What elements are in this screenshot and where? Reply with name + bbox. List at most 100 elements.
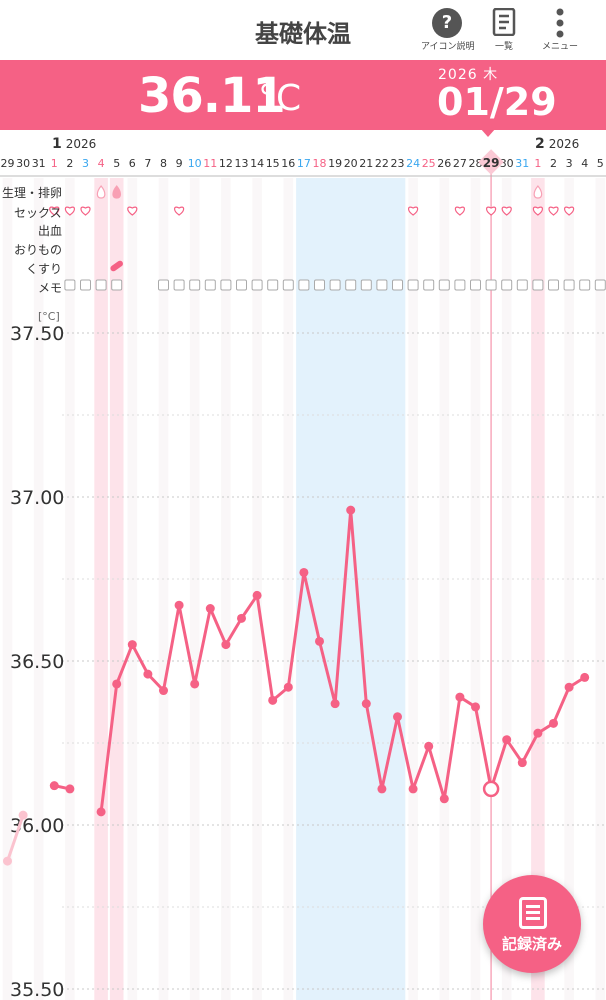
day-number: 31	[515, 157, 529, 170]
data-point	[408, 784, 418, 794]
heart-icon	[174, 206, 185, 216]
data-point	[143, 669, 153, 679]
memo-icon	[594, 279, 606, 291]
day-stripe	[189, 178, 200, 1000]
y-tick-label: 36.50	[10, 651, 64, 673]
memo-icon	[111, 279, 123, 291]
data-point	[268, 695, 278, 705]
day-number: 2	[550, 157, 557, 170]
menu-button[interactable]: メニュー	[534, 6, 586, 56]
ovulation-moon-icon	[333, 186, 340, 198]
temperature-line	[99, 508, 586, 813]
heart-icon	[127, 206, 138, 216]
memo-icon	[470, 279, 481, 291]
y-tick-label: 37.00	[10, 487, 64, 509]
day-number: 3	[566, 157, 573, 170]
memo-icon	[501, 279, 513, 291]
day-number: 14	[250, 157, 264, 170]
data-point	[3, 856, 12, 866]
record-button-label: 記録済み	[501, 935, 562, 953]
data-point	[377, 784, 387, 794]
help-icon: ?	[432, 8, 462, 38]
selected-date: 01/29	[437, 80, 557, 124]
data-point	[361, 699, 371, 709]
memo-icon	[485, 279, 497, 291]
heart-icon	[564, 206, 575, 216]
temperature-line	[6, 814, 25, 862]
memo-icon	[220, 279, 232, 291]
temperature-header: 36.11 °C 2026 木 01/29	[0, 60, 606, 130]
ovulation-band	[296, 178, 406, 1000]
list-button[interactable]: 一覧	[478, 6, 530, 56]
data-point	[283, 682, 293, 692]
day-stripe	[283, 178, 294, 1000]
data-point	[502, 735, 512, 745]
memo-icon	[454, 279, 466, 291]
record-button[interactable]: 記録済み	[483, 875, 581, 973]
data-point	[49, 781, 59, 791]
more-vertical-icon	[556, 8, 564, 38]
day-stripe	[65, 178, 75, 1000]
ovulation-moon-icon	[301, 186, 308, 198]
day-number: 10	[188, 157, 202, 170]
memo-icon	[236, 279, 247, 291]
data-point	[533, 728, 543, 738]
day-stripe	[96, 178, 106, 1000]
data-point	[127, 640, 137, 650]
day-number: 27	[453, 157, 467, 170]
period-drop-icon	[533, 185, 543, 199]
ovulation-moon-icon	[317, 186, 324, 198]
day-number: 2	[66, 157, 73, 170]
memo-icon	[189, 279, 201, 291]
memo-icon	[407, 279, 419, 291]
data-point	[517, 758, 527, 768]
day-number: 31	[32, 157, 46, 170]
day-number: 13	[235, 157, 249, 170]
day-number: 25	[422, 157, 436, 170]
data-point	[65, 784, 75, 794]
list-icon	[492, 8, 516, 36]
day-number: 21	[359, 157, 373, 170]
day-stripe	[2, 178, 13, 1000]
ovulation-moon-icon	[379, 186, 386, 198]
day-number: 15	[266, 157, 280, 170]
y-tick-label: 36.00	[10, 815, 64, 837]
selected-day-marker	[478, 149, 504, 175]
data-point	[252, 590, 262, 600]
temperature-line	[53, 784, 71, 791]
record-list-icon	[519, 897, 547, 929]
heart-icon	[486, 206, 497, 216]
data-point	[424, 741, 434, 751]
day-stripe	[595, 178, 606, 1000]
day-stripe	[314, 178, 325, 1000]
icon-help-button[interactable]: ? アイコン説明	[421, 6, 475, 56]
selected-point	[482, 780, 500, 798]
top-bar: 基礎体温 ? アイコン説明 一覧 メニュー	[0, 0, 606, 60]
memo-icon	[173, 279, 185, 291]
data-point	[471, 702, 480, 712]
row-label-memo: メモ	[38, 281, 63, 295]
day-number: 20	[344, 157, 358, 170]
y-tick-label: 37.50	[10, 323, 64, 345]
data-point	[549, 718, 558, 728]
data-point	[393, 712, 402, 722]
data-point	[330, 699, 340, 709]
day-number: 12	[219, 157, 233, 170]
period-band	[109, 178, 124, 1000]
list-label: 一覧	[494, 42, 513, 52]
data-point	[190, 679, 200, 689]
day-stripe	[564, 178, 574, 1000]
row-label-bleeding: 出血	[38, 224, 63, 238]
month-jan-num: 1	[52, 136, 62, 152]
day-stripe	[345, 178, 356, 1000]
data-point	[221, 640, 231, 650]
month-feb-num: 2	[535, 136, 545, 152]
temperature-value: 36.11	[138, 68, 286, 124]
day-stripe	[377, 178, 387, 1000]
y-axis-label: [°C]	[38, 310, 60, 323]
heart-icon	[454, 206, 465, 216]
data-point	[205, 604, 215, 614]
day-number: 30	[16, 157, 30, 170]
memo-icon	[251, 279, 263, 291]
date-pointer	[480, 128, 496, 137]
